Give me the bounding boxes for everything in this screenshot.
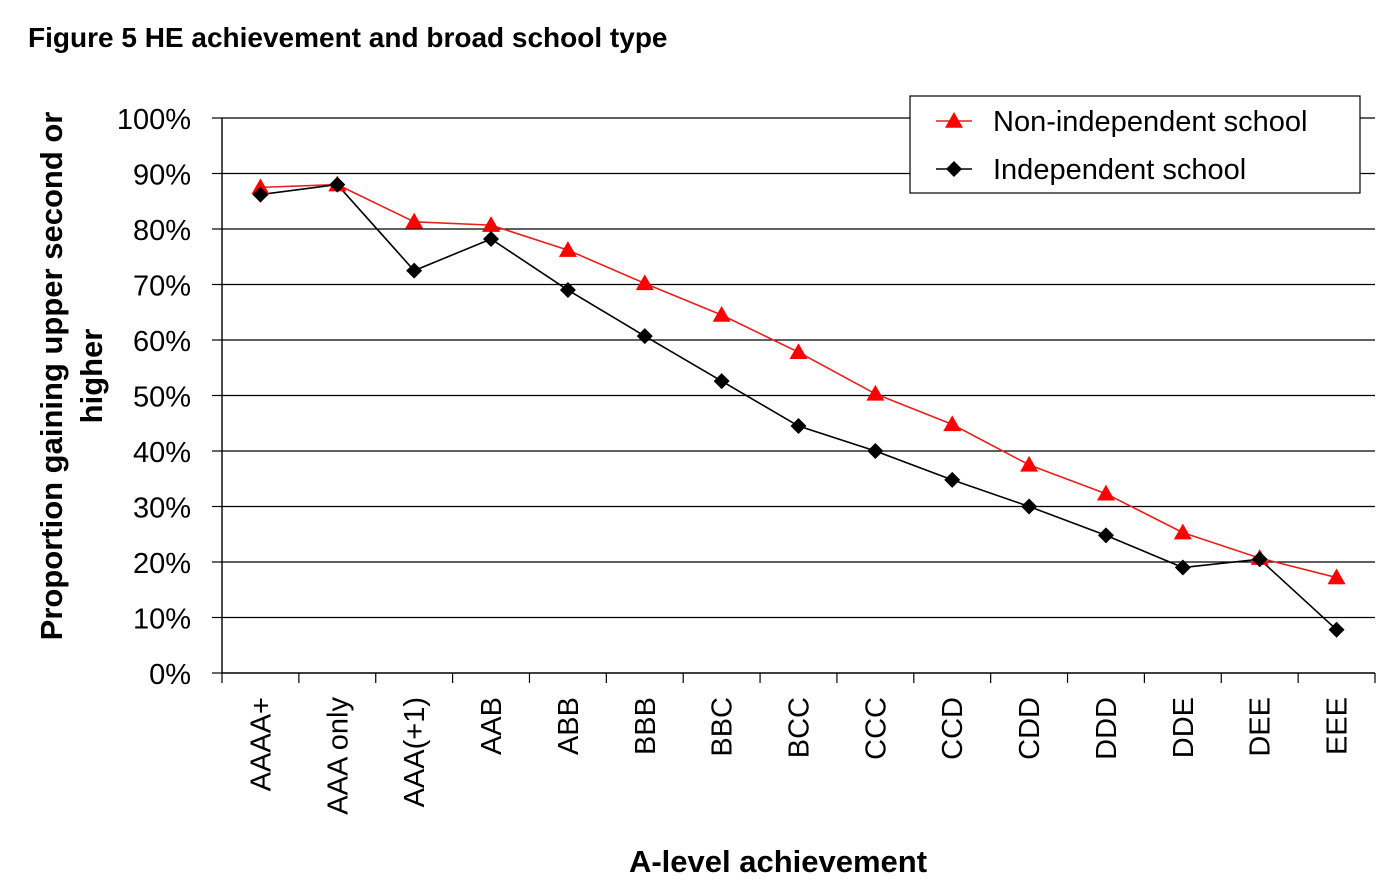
data-point: [867, 443, 884, 459]
data-point: [712, 306, 731, 322]
data-point: [789, 343, 808, 359]
data-point: [713, 373, 730, 390]
data-point: [635, 274, 654, 291]
x-axis-title: A-level achievement: [629, 844, 927, 879]
data-point: [252, 186, 269, 203]
data-point: [329, 176, 346, 193]
x-tick-label: DDE: [1168, 697, 1200, 758]
y-tick-label: 40%: [133, 437, 191, 469]
y-tick-label: 20%: [133, 548, 191, 580]
y-tick-label: 30%: [133, 493, 191, 525]
series-line-1: [260, 183, 1338, 631]
x-tick-label: CCC: [860, 697, 892, 760]
data-point: [483, 230, 500, 247]
x-tick-label: DDD: [1091, 697, 1123, 760]
data-point: [943, 415, 962, 432]
y-tick-label: 10%: [133, 604, 191, 636]
data-point: [482, 216, 501, 232]
data-point: [636, 328, 653, 345]
legend-entry: Non-independent school: [993, 106, 1307, 138]
x-tick-label: DEE: [1245, 697, 1277, 757]
y-tick-label: 100%: [117, 104, 191, 136]
y-tick-label: 80%: [133, 215, 191, 247]
legend: Non-independent school Independent school: [909, 95, 1361, 194]
x-tick-label: AAAA+: [245, 697, 277, 791]
y-tick-label: 60%: [133, 326, 191, 358]
x-tick-label: BBB: [630, 697, 662, 755]
data-point: [1327, 568, 1346, 585]
x-tick-label: AAA only: [322, 697, 354, 815]
data-point: [1097, 527, 1114, 544]
data-point: [558, 241, 577, 257]
y-tick-label: 70%: [133, 271, 191, 303]
x-tick-label: AAA(+1): [399, 697, 431, 807]
legend-marker: [945, 112, 963, 128]
x-tick-label: BCC: [784, 697, 816, 758]
y-tick-label: 90%: [133, 160, 191, 192]
data-point: [1096, 484, 1115, 501]
x-axis-ticks: AAAA+ AAA only AAA(+1) AAB ABB BBB BBC BCC CCC CC…: [221, 673, 1376, 815]
data-point: [1328, 621, 1345, 638]
data-point: [944, 471, 961, 488]
y-tick-label: 0%: [149, 659, 191, 691]
x-tick-label: ABB: [553, 697, 585, 755]
data-point: [1251, 551, 1268, 568]
y-axis-title-line-1: Proportion gaining upper second or: [34, 112, 69, 641]
data-point: [1020, 455, 1039, 472]
legend-entry: Independent school: [993, 154, 1246, 186]
data-point: [1173, 523, 1192, 540]
y-axis-title-line-2: higher: [74, 329, 109, 424]
x-tick-label: EEE: [1322, 697, 1354, 755]
data-point: [406, 262, 423, 279]
x-tick-label: AAB: [476, 697, 508, 755]
series-line-0: [260, 183, 1337, 579]
figure-title: Figure 5 HE achievement and broad school…: [28, 22, 668, 53]
data-point: [790, 418, 807, 435]
data-point: [405, 212, 424, 229]
x-tick-label: CCD: [937, 697, 969, 760]
series-layer: [251, 175, 1346, 638]
x-tick-label: CDD: [1014, 697, 1046, 760]
legend-box: [909, 95, 1361, 194]
data-point: [866, 384, 885, 401]
data-point: [559, 282, 576, 299]
data-point: [1174, 559, 1191, 576]
y-axis-ticks: 0% 10% 20% 30% 40% 50% 60% 70% 80% 90% 100%: [117, 104, 222, 691]
legend-marker: [946, 161, 962, 177]
x-tick-label: BBC: [707, 697, 739, 757]
y-tick-label: 50%: [133, 382, 191, 414]
data-point: [1021, 498, 1038, 515]
data-point: [251, 178, 270, 195]
